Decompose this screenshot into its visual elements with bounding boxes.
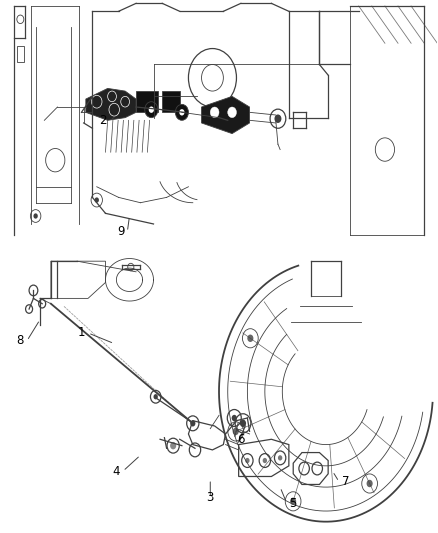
Circle shape — [228, 107, 237, 118]
Bar — [136, 91, 158, 112]
Circle shape — [210, 107, 219, 118]
Text: 8: 8 — [17, 334, 24, 348]
Circle shape — [367, 480, 373, 487]
Circle shape — [240, 419, 246, 427]
Circle shape — [175, 104, 188, 120]
Circle shape — [190, 420, 195, 426]
Circle shape — [263, 458, 267, 463]
Text: 3: 3 — [207, 491, 214, 504]
Text: 7: 7 — [342, 475, 350, 488]
Circle shape — [232, 415, 237, 421]
Polygon shape — [86, 88, 136, 120]
Text: 5: 5 — [290, 497, 297, 510]
Circle shape — [245, 458, 250, 463]
Circle shape — [145, 102, 158, 118]
Circle shape — [247, 335, 254, 342]
Circle shape — [33, 213, 38, 219]
Circle shape — [290, 498, 296, 505]
Text: 9: 9 — [117, 225, 124, 238]
Bar — [162, 91, 180, 112]
Circle shape — [179, 109, 184, 116]
Text: 4: 4 — [113, 465, 120, 478]
Text: 6: 6 — [237, 433, 244, 446]
Circle shape — [278, 455, 283, 461]
Circle shape — [153, 394, 158, 399]
Circle shape — [233, 427, 239, 435]
Circle shape — [170, 442, 176, 449]
Circle shape — [275, 115, 282, 123]
Circle shape — [95, 197, 99, 203]
Polygon shape — [201, 96, 250, 134]
Text: 1: 1 — [78, 326, 85, 340]
Text: 2: 2 — [99, 114, 107, 127]
Circle shape — [149, 107, 154, 113]
Bar — [17, 46, 24, 62]
